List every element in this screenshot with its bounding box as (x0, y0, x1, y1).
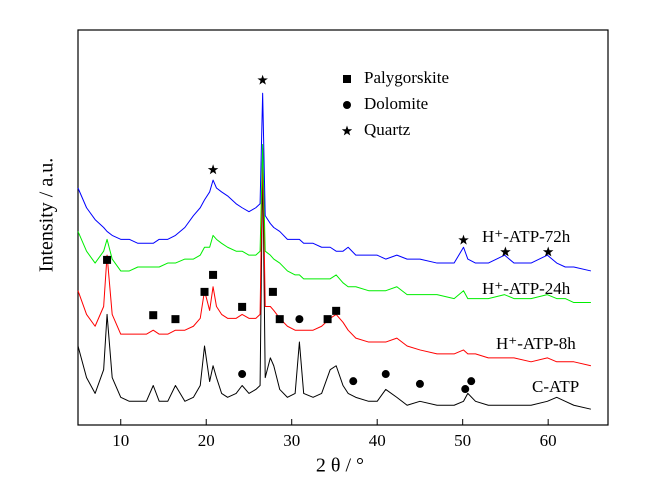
series-line (77, 159, 592, 410)
phase-marker (207, 164, 219, 175)
legend-label: Dolomite (364, 94, 428, 113)
phase-marker (323, 315, 332, 324)
phase-marker (238, 302, 247, 311)
x-tick-label: 20 (198, 431, 215, 450)
series-label: H⁺-ATP-24h (482, 279, 571, 298)
phase-marker (103, 255, 112, 264)
phase-marker (200, 287, 209, 296)
phase-marker (209, 270, 218, 279)
series-line (77, 144, 591, 304)
phase-marker (500, 246, 511, 257)
y-axis-label: Intensity / a.u. (36, 158, 58, 272)
phase-marker (415, 379, 424, 388)
phase-marker (149, 311, 158, 320)
x-tick-label: 30 (283, 431, 300, 450)
phase-marker (467, 377, 476, 386)
series-label: C-ATP (532, 377, 579, 396)
x-tick-label: 10 (112, 431, 129, 450)
phase-marker (268, 287, 277, 296)
series-line (77, 92, 592, 272)
phase-marker (332, 306, 341, 315)
legend-label: Palygorskite (364, 68, 449, 87)
phase-marker (349, 377, 358, 386)
x-tick-label: 60 (540, 431, 557, 450)
phase-marker (295, 315, 304, 324)
phase-marker (542, 246, 554, 257)
series-line (77, 148, 592, 367)
series-label: H⁺-ATP-72h (482, 227, 571, 246)
legend-symbol (341, 125, 353, 136)
phase-marker (238, 370, 247, 379)
plot-frame (77, 29, 609, 426)
legend-symbol (343, 101, 351, 109)
phase-marker (458, 234, 469, 245)
phase-marker (257, 74, 268, 85)
legend-label: Quartz (364, 120, 411, 139)
phase-marker (461, 385, 470, 394)
phase-marker (381, 370, 390, 379)
x-axis-label: 2 θ / ° (316, 455, 364, 477)
series-label: H⁺-ATP-8h (496, 334, 576, 353)
x-tick-label: 50 (454, 431, 471, 450)
legend-symbol (343, 75, 351, 83)
phase-marker (171, 315, 180, 324)
phase-marker (275, 315, 284, 324)
x-tick-label: 40 (369, 431, 386, 450)
